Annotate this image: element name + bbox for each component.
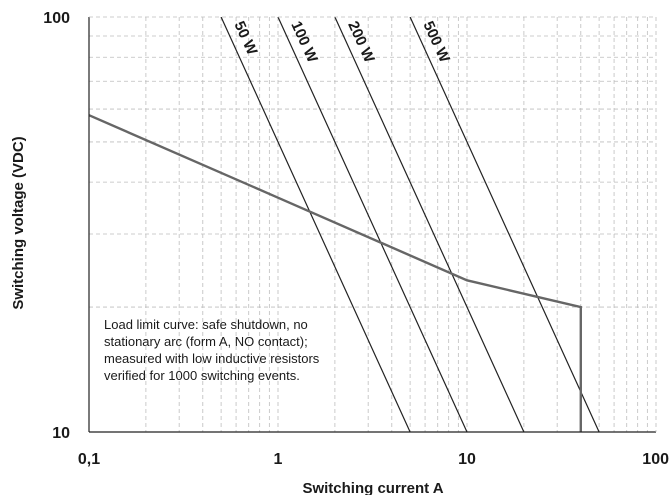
power-label-500w: 500 W: [419, 19, 453, 66]
power-line-200w: [334, 17, 525, 432]
power-lines: [220, 17, 600, 432]
y-tick-label: 10: [52, 425, 70, 442]
plot-frame: [88, 16, 657, 433]
power-labels: 50 W 100 W 200 W 500 W: [230, 19, 453, 66]
x-tick-label: 0,1: [78, 451, 100, 468]
x-tick-label: 100: [642, 451, 669, 468]
power-label-200w: 200 W: [344, 19, 378, 66]
grid: [89, 17, 656, 432]
power-label-50w: 50 W: [230, 19, 260, 59]
power-line-100w: [277, 17, 468, 432]
y-axis-label: Switching voltage (VDC): [10, 136, 27, 309]
power-line-50w: [220, 17, 411, 432]
x-axis-label: Switching current A: [302, 480, 443, 495]
tick-labels: 0,1 1 10 100 10 100: [43, 10, 669, 468]
power-line-500w: [409, 17, 600, 432]
x-tick-label: 10: [458, 451, 476, 468]
load-limit-curve: [88, 114, 582, 432]
x-tick-label: 1: [274, 451, 283, 468]
load-limit-annotation: Load limit curve: safe shutdown, no stat…: [104, 317, 320, 383]
y-tick-label: 100: [43, 10, 70, 27]
power-label-100w: 100 W: [287, 19, 321, 66]
series: [88, 114, 582, 432]
